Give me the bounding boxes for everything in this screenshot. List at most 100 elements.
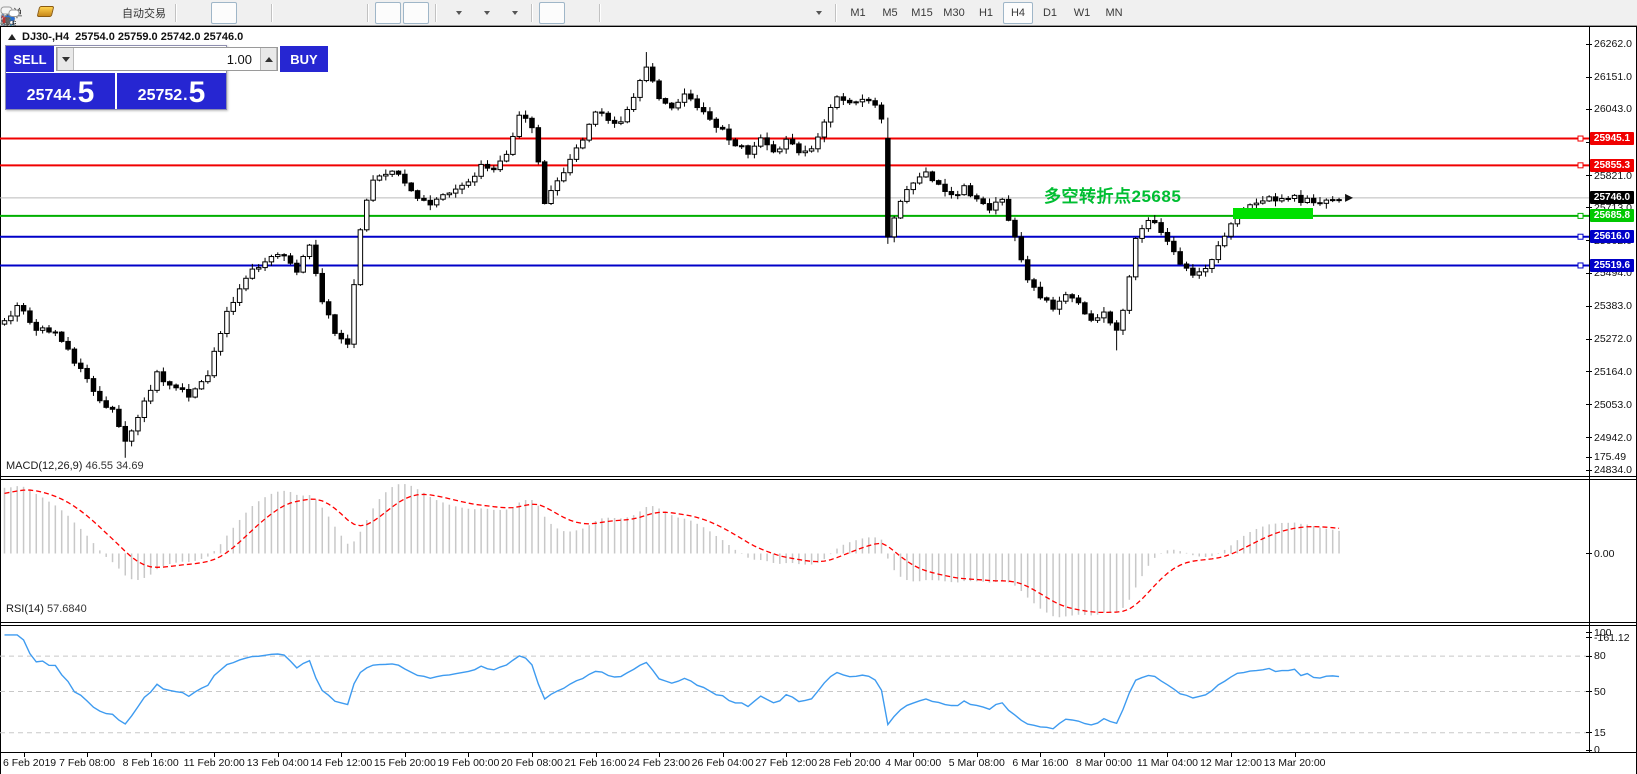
highlight-rectangle[interactable] xyxy=(1233,208,1313,219)
timeframe-w1-button[interactable]: W1 xyxy=(1073,6,1091,19)
y-axis-tick xyxy=(1586,404,1592,406)
chat-icon[interactable] xyxy=(0,2,1628,24)
timeframe-h4-button[interactable]: H4 xyxy=(1003,1,1033,24)
horizontal-line-button[interactable] xyxy=(1,2,661,24)
x-axis-tick xyxy=(1231,753,1232,757)
mql5-community-button[interactable] xyxy=(1,2,86,26)
y-axis-label: 25164.0 xyxy=(1594,365,1632,378)
line-chart-button[interactable] xyxy=(0,2,265,24)
toolbar-separator xyxy=(435,3,437,22)
sell-button[interactable]: SELL xyxy=(6,46,54,72)
zoom-out-button[interactable] xyxy=(1,2,333,27)
rsi-axis-tick xyxy=(1586,655,1592,657)
x-axis-label: 11 Mar 04:00 xyxy=(1136,757,1198,769)
line-handle[interactable] xyxy=(1577,262,1584,269)
autoscroll-button[interactable] xyxy=(1,1,401,25)
rsi-name: RSI(14) xyxy=(6,603,44,615)
pane-separator[interactable] xyxy=(0,476,1637,477)
spinner-down-icon xyxy=(61,56,70,62)
crosshair-button[interactable] xyxy=(1,2,593,27)
indicators-button[interactable] xyxy=(1,2,469,26)
cursor-button[interactable] xyxy=(2,1,565,27)
timeframe-mn-button[interactable]: MN xyxy=(1105,6,1123,19)
x-axis-tick xyxy=(1103,753,1105,757)
toolbar-group xyxy=(0,0,529,27)
autotrading-button[interactable]: 自动交易 xyxy=(1,2,169,27)
x-axis-label: 28 Feb 20:00 xyxy=(818,757,881,769)
dropdown-caret-icon[interactable] xyxy=(455,10,462,15)
toolbar-group xyxy=(1,0,433,25)
line-handle[interactable] xyxy=(1577,135,1584,142)
y-axis-tick xyxy=(1586,469,1592,471)
timeframe-m1-button[interactable]: M1 xyxy=(850,6,866,19)
x-axis-tick xyxy=(1040,753,1042,757)
candlestick-series[interactable] xyxy=(1,52,1342,458)
sell-price-pip: 5 xyxy=(77,76,95,109)
dropdown-caret-icon[interactable] xyxy=(511,10,518,15)
dropdown-caret-icon[interactable] xyxy=(815,10,822,15)
timeframe-m15-button[interactable]: M15 xyxy=(911,6,933,19)
buy-button[interactable]: BUY xyxy=(280,46,328,72)
trendline-button[interactable] xyxy=(1,2,689,25)
annotation-text[interactable]: 多空转折点25685 xyxy=(1044,187,1182,206)
fibonacci-button[interactable]: F xyxy=(1,2,745,27)
pane-separator[interactable] xyxy=(0,625,1637,626)
zoom-in-button[interactable] xyxy=(1,2,305,27)
rsi-value: 57.6840 xyxy=(46,603,87,615)
collapse-panel-icon[interactable] xyxy=(8,34,16,40)
y-axis-label: 25821.0 xyxy=(1594,169,1632,182)
vertical-line-button[interactable] xyxy=(5,2,633,26)
x-axis-label: 7 Feb 08:00 xyxy=(59,757,116,769)
volume-decrease-button[interactable] xyxy=(57,48,74,70)
x-axis-label: 15 Feb 20:00 xyxy=(373,757,436,769)
x-axis-tick xyxy=(87,753,89,757)
x-axis-tick xyxy=(659,753,661,757)
buy-price[interactable]: 25752. 5 xyxy=(117,73,226,109)
tile-windows-button[interactable] xyxy=(1,2,361,25)
dropdown-caret-icon[interactable] xyxy=(483,10,490,15)
spinner-up-icon xyxy=(264,56,273,62)
bars-chart-button[interactable] xyxy=(2,2,209,26)
volume-input[interactable] xyxy=(74,48,260,70)
sell-price-main: 25744 xyxy=(26,87,72,104)
x-axis-tick xyxy=(1294,753,1296,757)
buy-price-main: 25752 xyxy=(137,87,183,104)
price-pane[interactable] xyxy=(0,27,1589,476)
volume-increase-button[interactable] xyxy=(260,48,277,70)
candlestick-chart-button[interactable] xyxy=(4,1,237,26)
periods-button[interactable] xyxy=(1,2,497,27)
toolbar-group: 单自动交易 xyxy=(0,0,173,27)
rsi-axis-label: 80 xyxy=(1594,650,1606,663)
timeframe-m5-button[interactable]: M5 xyxy=(882,6,898,19)
signals-button[interactable] xyxy=(3,2,114,24)
y-axis-label: 26043.0 xyxy=(1594,103,1632,116)
equidistant-channel-button[interactable]: E xyxy=(0,2,717,27)
timeframe-m30-button[interactable]: M30 xyxy=(943,6,965,19)
line-handle[interactable] xyxy=(1577,233,1584,240)
pane-separator[interactable] xyxy=(0,479,1637,480)
chart-window[interactable] xyxy=(0,26,1637,774)
sell-price[interactable]: 25744. 5 xyxy=(6,73,115,109)
chart-shift-button[interactable] xyxy=(1,1,429,25)
x-axis-tick xyxy=(722,753,724,757)
timeframe-h1-button[interactable]: H1 xyxy=(978,6,994,19)
text-label-button[interactable]: T xyxy=(1,2,801,27)
y-axis-label: 26262.0 xyxy=(1594,38,1632,50)
x-axis-tick xyxy=(214,753,216,757)
rsi-axis-label: 100 xyxy=(1594,626,1612,639)
price-axis-line[interactable] xyxy=(1589,27,1590,752)
line-handle[interactable] xyxy=(1577,162,1584,169)
chart-profile-icon-button[interactable] xyxy=(32,2,58,24)
text-button[interactable]: A xyxy=(3,2,773,27)
macd-pane[interactable] xyxy=(0,479,1589,622)
macd-axis-tick xyxy=(1586,637,1592,639)
x-axis-tick xyxy=(150,753,152,757)
buy-price-pip: 5 xyxy=(188,76,206,109)
arrows-button[interactable] xyxy=(0,2,829,24)
pane-separator[interactable] xyxy=(0,622,1637,623)
templates-button[interactable] xyxy=(0,2,525,25)
rsi-pane[interactable] xyxy=(0,626,1589,752)
search-icon[interactable] xyxy=(1,2,1590,24)
line-handle[interactable] xyxy=(1577,212,1584,219)
timeframe-d1-button[interactable]: D1 xyxy=(1042,6,1058,19)
